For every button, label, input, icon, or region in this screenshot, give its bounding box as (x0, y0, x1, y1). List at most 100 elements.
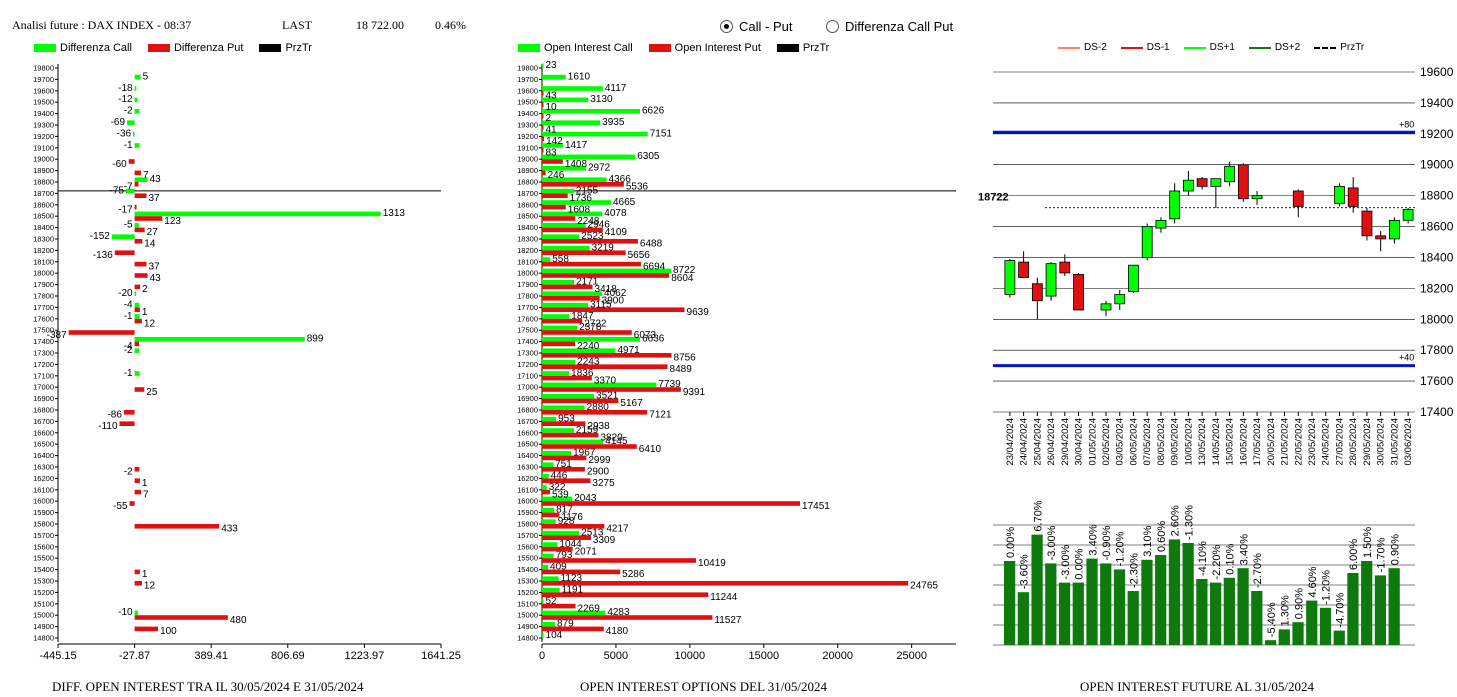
legend-oi-put: Open Interest Put (674, 42, 761, 54)
p1-y-tick-label: 19600 (33, 86, 54, 95)
p3-x-tick-label: 17/05/2024 (1252, 418, 1263, 466)
panel3-legend: DS-2 DS-1 DS+1 DS+2 PrzTr (1058, 42, 1364, 53)
radio-unselected-icon[interactable] (826, 20, 839, 33)
legend-swatch-red (648, 44, 671, 52)
p2-y-tick-label: 19800 (517, 64, 538, 73)
p2-data-label: 2880 (587, 402, 610, 413)
p4-bar (1306, 600, 1318, 645)
p1-data-label: 7 (143, 170, 149, 181)
p2-bar-put (542, 546, 573, 552)
p1-bar-put (134, 216, 163, 221)
p3-candle-body (1183, 179, 1194, 192)
p1-y-tick-label: 16500 (33, 440, 54, 449)
p2-data-label: 3309 (593, 535, 616, 546)
p1-data-label: -36 (117, 128, 132, 139)
p2-bar-call (542, 473, 549, 479)
p3-candle-body (1059, 261, 1071, 274)
p4-data-label: 0.90% (1293, 588, 1305, 619)
p3-candle-body (1210, 178, 1222, 187)
p2-data-label: 2243 (577, 356, 600, 367)
p1-bar-call (134, 348, 140, 353)
p2-bar-call (542, 120, 601, 125)
p1-y-tick-label: 18100 (33, 257, 54, 266)
p2-bar-put (542, 615, 713, 620)
p1-y-tick-label: 14800 (33, 634, 54, 643)
p3-candle-body (1114, 294, 1126, 305)
p2-y-tick-label: 17100 (517, 371, 538, 380)
p1-bar-put (134, 615, 228, 620)
p2-data-label: 4078 (604, 208, 627, 219)
legend-oi-call: Open Interest Call (544, 42, 633, 54)
p2-data-label: 2155 (576, 185, 599, 196)
p3-x-tick-label: 25/04/2024 (1032, 418, 1043, 466)
p1-x-tick-label: 1223.97 (345, 650, 385, 662)
p3-y-tick-label: 18600 (1420, 220, 1454, 234)
p2-y-tick-label: 16900 (517, 394, 538, 403)
p2-bar-call (542, 280, 575, 285)
p3-band-label: +40 (1399, 353, 1414, 363)
p4-data-label: 4.60% (1307, 566, 1319, 597)
radio-diff-call-put[interactable]: Differenza Call Put (826, 19, 953, 34)
p1-y-tick-label: 17400 (33, 337, 54, 346)
p1-y-tick-label: 15200 (33, 588, 54, 597)
p2-bar-put (542, 558, 697, 563)
radio-call-put[interactable]: Call - Put (720, 19, 792, 34)
p1-data-label: -152 (90, 231, 110, 242)
radio-selected-icon[interactable] (720, 20, 733, 33)
p3-y-tick-label: 17400 (1420, 405, 1454, 419)
p1-y-tick-label: 18800 (33, 178, 54, 187)
p3-x-tick-label: 31/05/2024 (1389, 418, 1400, 466)
p3-x-tick-label: 16/05/2024 (1238, 418, 1249, 466)
p4-bar (1210, 582, 1222, 645)
p4-bar (1017, 592, 1029, 645)
p1-y-tick-label: 16200 (33, 474, 54, 483)
p2-data-label: 1836 (571, 368, 594, 379)
p3-candle-body (1347, 187, 1359, 207)
p1-y-tick-label: 18500 (33, 212, 54, 221)
p2-bar-call (542, 496, 573, 502)
radio-diff-label: Differenza Call Put (845, 19, 954, 34)
p2-bar-call (542, 97, 589, 103)
p1-data-label: 1313 (383, 208, 406, 219)
p3-x-tick-label: 02/05/2024 (1101, 418, 1112, 466)
p3-x-tick-label: 06/05/2024 (1128, 418, 1139, 466)
p4-bar (1361, 561, 1373, 645)
p2-bar-call (542, 302, 589, 308)
legend-diff-call: Differenza Call (60, 42, 132, 54)
p4-data-label: 0.00% (1074, 548, 1086, 579)
p2-y-tick-label: 16800 (517, 406, 538, 415)
p2-y-tick-label: 17800 (517, 292, 538, 301)
p1-bar-put (134, 273, 148, 278)
p2-data-label: 4283 (607, 607, 630, 618)
p2-y-tick-label: 16100 (517, 485, 538, 494)
p1-bar-call (127, 120, 135, 125)
p2-y-tick-label: 18000 (517, 269, 538, 278)
p2-y-tick-label: 16300 (517, 463, 538, 472)
p2-data-label: 9639 (687, 307, 710, 318)
p2-y-tick-label: 16600 (517, 428, 538, 437)
p1-data-label: 7 (143, 489, 149, 500)
p4-data-label: 1.30% (1280, 595, 1292, 626)
p3-price-label: 18722 (978, 192, 1009, 204)
p2-bar-call (542, 530, 580, 536)
p2-y-tick-label: 19400 (517, 109, 538, 118)
p1-bar-put (134, 261, 147, 267)
p3-x-tick-label: 20/05/2024 (1266, 418, 1277, 466)
p4-bar (1196, 579, 1208, 645)
p1-bar-call (125, 188, 135, 194)
p1-data-label: -12 (118, 94, 133, 105)
p2-data-label: 17451 (802, 501, 830, 512)
p1-y-tick-label: 16400 (33, 451, 54, 460)
p4-bar (1100, 563, 1112, 645)
p1-y-tick-label: 18900 (33, 166, 54, 175)
p2-data-label: 2722 (584, 318, 607, 329)
p2-y-tick-label: 18100 (517, 257, 538, 266)
p4-data-label: -3.00% (1060, 545, 1072, 580)
p1-y-tick-label: 18200 (33, 246, 54, 255)
p4-data-label: 1.50% (1362, 527, 1374, 558)
p3-x-tick-label: 24/04/2024 (1019, 418, 1030, 466)
p1-y-tick-label: 15300 (33, 577, 54, 586)
p2-data-label: 3900 (602, 296, 625, 307)
p3-candle-body (1196, 178, 1208, 187)
p2-bar-put (542, 432, 599, 438)
